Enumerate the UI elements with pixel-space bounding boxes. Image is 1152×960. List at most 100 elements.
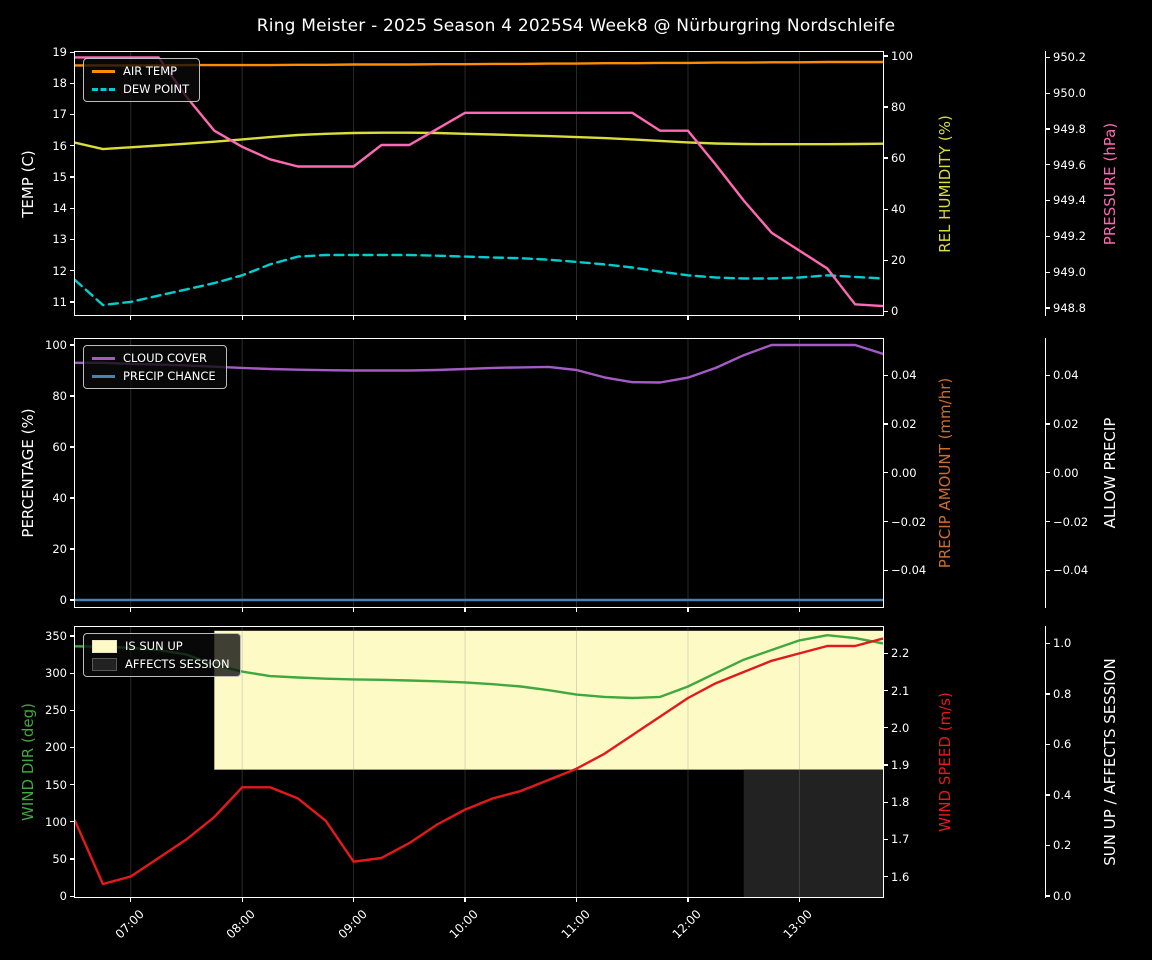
ytick-mark-left — [70, 635, 74, 637]
ytick-mark-right1 — [884, 521, 888, 523]
plot-canvas-temperature-humidity-pressure — [75, 52, 883, 315]
ytick-label-right2: 0.4 — [1053, 787, 1072, 802]
series-line-rel-humidity — [75, 131, 883, 151]
legend-item: CLOUD COVER — [92, 351, 216, 365]
ytick-label-right2: 0.0 — [1053, 888, 1072, 903]
legend-swatch-is-sun-up — [92, 639, 117, 653]
ytick-label-right1: 1.7 — [891, 832, 910, 847]
axis-label-right1-wind-sun: WIND SPEED (m/s) — [936, 692, 954, 832]
legend-cloud-precip: CLOUD COVER PRECIP CHANCE — [83, 345, 227, 389]
legend-label: CLOUD COVER — [123, 351, 208, 365]
plot-temperature-humidity-pressure: AIR TEMP DEW POINT — [74, 51, 884, 316]
legend-label: IS SUN UP — [125, 639, 183, 653]
fill-region-is-sun-up — [214, 630, 883, 770]
ytick-label-left: 300 — [45, 666, 67, 681]
legend-item: IS SUN UP — [92, 639, 230, 653]
ytick-mark-left — [70, 784, 74, 786]
ytick-label-right2: 0.00 — [1053, 465, 1079, 480]
ytick-mark-right2 — [1046, 521, 1050, 523]
ytick-label-left: 16 — [52, 138, 67, 153]
xtick-mark — [241, 316, 243, 320]
legend-swatch-affects-session — [92, 657, 117, 671]
xtick-label: 08:00 — [223, 907, 259, 942]
xtick-label: 09:00 — [335, 907, 370, 942]
ytick-mark-right1 — [884, 727, 888, 729]
ytick-label-right2: 0.02 — [1053, 416, 1079, 431]
ytick-label-left: 13 — [52, 232, 67, 247]
ytick-label-left: 19 — [52, 45, 67, 59]
ytick-mark-right1 — [884, 652, 888, 655]
ytick-mark-left — [70, 301, 74, 303]
xtick-mark — [241, 898, 243, 902]
ytick-mark-right1 — [884, 801, 888, 803]
legend-temperature-humidity-pressure: AIR TEMP DEW POINT — [83, 58, 201, 102]
axis-label-left-cloud-precip: PERCENTAGE (%) — [19, 408, 37, 538]
ytick-label-right2: −0.02 — [1053, 514, 1089, 529]
xtick-mark — [687, 608, 689, 612]
xtick-mark — [353, 316, 355, 320]
ytick-label-left: 11 — [52, 294, 67, 309]
ytick-mark-right2 — [1046, 743, 1050, 746]
ytick-label-right1: 2.0 — [891, 720, 910, 735]
ytick-label-right1: 1.6 — [891, 869, 910, 884]
ytick-label-right2: 948.8 — [1053, 300, 1086, 315]
ytick-label-right1: 20 — [891, 253, 906, 267]
plot-cloud-precip: CLOUD COVER PRECIP CHANCE — [74, 338, 884, 608]
ytick-label-left: 0 — [59, 592, 67, 607]
ytick-mark-right1 — [884, 106, 888, 108]
ytick-label-left: 60 — [52, 439, 67, 454]
ytick-label-left: 0 — [59, 889, 67, 904]
ytick-mark-right2 — [1046, 164, 1050, 166]
ytick-mark-right1 — [884, 423, 888, 425]
series-line-dew-point — [75, 253, 883, 307]
xtick-mark — [798, 608, 800, 612]
xtick-mark — [241, 608, 243, 612]
xtick-mark — [575, 898, 578, 902]
legend-label: AIR TEMP — [123, 64, 178, 78]
ytick-mark-right2 — [1046, 271, 1050, 273]
ytick-mark-left — [70, 746, 74, 749]
legend-item: AIR TEMP — [92, 64, 189, 78]
ytick-label-right2: 0.8 — [1053, 686, 1072, 701]
plot-wind-sun: IS SUN UP AFFECTS SESSION — [74, 626, 884, 898]
xtick-mark — [687, 898, 689, 902]
xtick-mark — [130, 608, 132, 612]
ytick-mark-right1 — [884, 208, 888, 210]
ytick-label-left: 100 — [45, 814, 67, 829]
xtick-mark — [464, 898, 466, 902]
ytick-mark-left — [70, 145, 74, 147]
series-line-pressure — [75, 56, 883, 308]
ytick-label-left: 15 — [52, 169, 67, 184]
ytick-mark-left — [70, 176, 74, 178]
right-spine-temperature-humidity-pressure — [1045, 51, 1046, 316]
ytick-label-left: 250 — [45, 703, 67, 718]
ytick-mark-left — [70, 599, 74, 601]
ytick-mark-right2 — [1046, 895, 1050, 897]
ytick-label-right2: 0.04 — [1053, 368, 1079, 383]
ytick-label-right2: 949.2 — [1053, 229, 1086, 244]
ytick-label-right2: 950.2 — [1053, 50, 1086, 65]
ytick-mark-right1 — [884, 876, 888, 878]
ytick-mark-right1 — [884, 157, 888, 159]
legend-swatch-air-temp — [92, 69, 115, 73]
xtick-mark — [464, 316, 466, 320]
ytick-label-right1: 1.9 — [891, 757, 910, 772]
ytick-mark-right2 — [1046, 374, 1050, 376]
ytick-mark-left — [70, 497, 74, 499]
axis-label-right1-cloud-precip: PRECIP AMOUNT (mm/hr) — [936, 377, 954, 569]
ytick-mark-right1 — [884, 259, 888, 261]
ytick-label-left: 150 — [45, 777, 67, 792]
ytick-label-right1: 0.00 — [891, 465, 917, 480]
xtick-mark — [687, 316, 689, 320]
legend-wind-sun: IS SUN UP AFFECTS SESSION — [83, 633, 241, 677]
ytick-label-right2: 0.2 — [1053, 838, 1072, 853]
ytick-label-right1: 0.04 — [891, 368, 917, 383]
xtick-label: 13:00 — [780, 907, 816, 942]
ytick-label-left: 350 — [45, 628, 67, 643]
ytick-label-left: 18 — [52, 76, 67, 91]
xtick-mark — [464, 608, 466, 612]
ytick-mark-left — [70, 858, 74, 860]
legend-swatch-cloud-cover — [92, 356, 115, 360]
ytick-mark-right1 — [884, 690, 888, 692]
